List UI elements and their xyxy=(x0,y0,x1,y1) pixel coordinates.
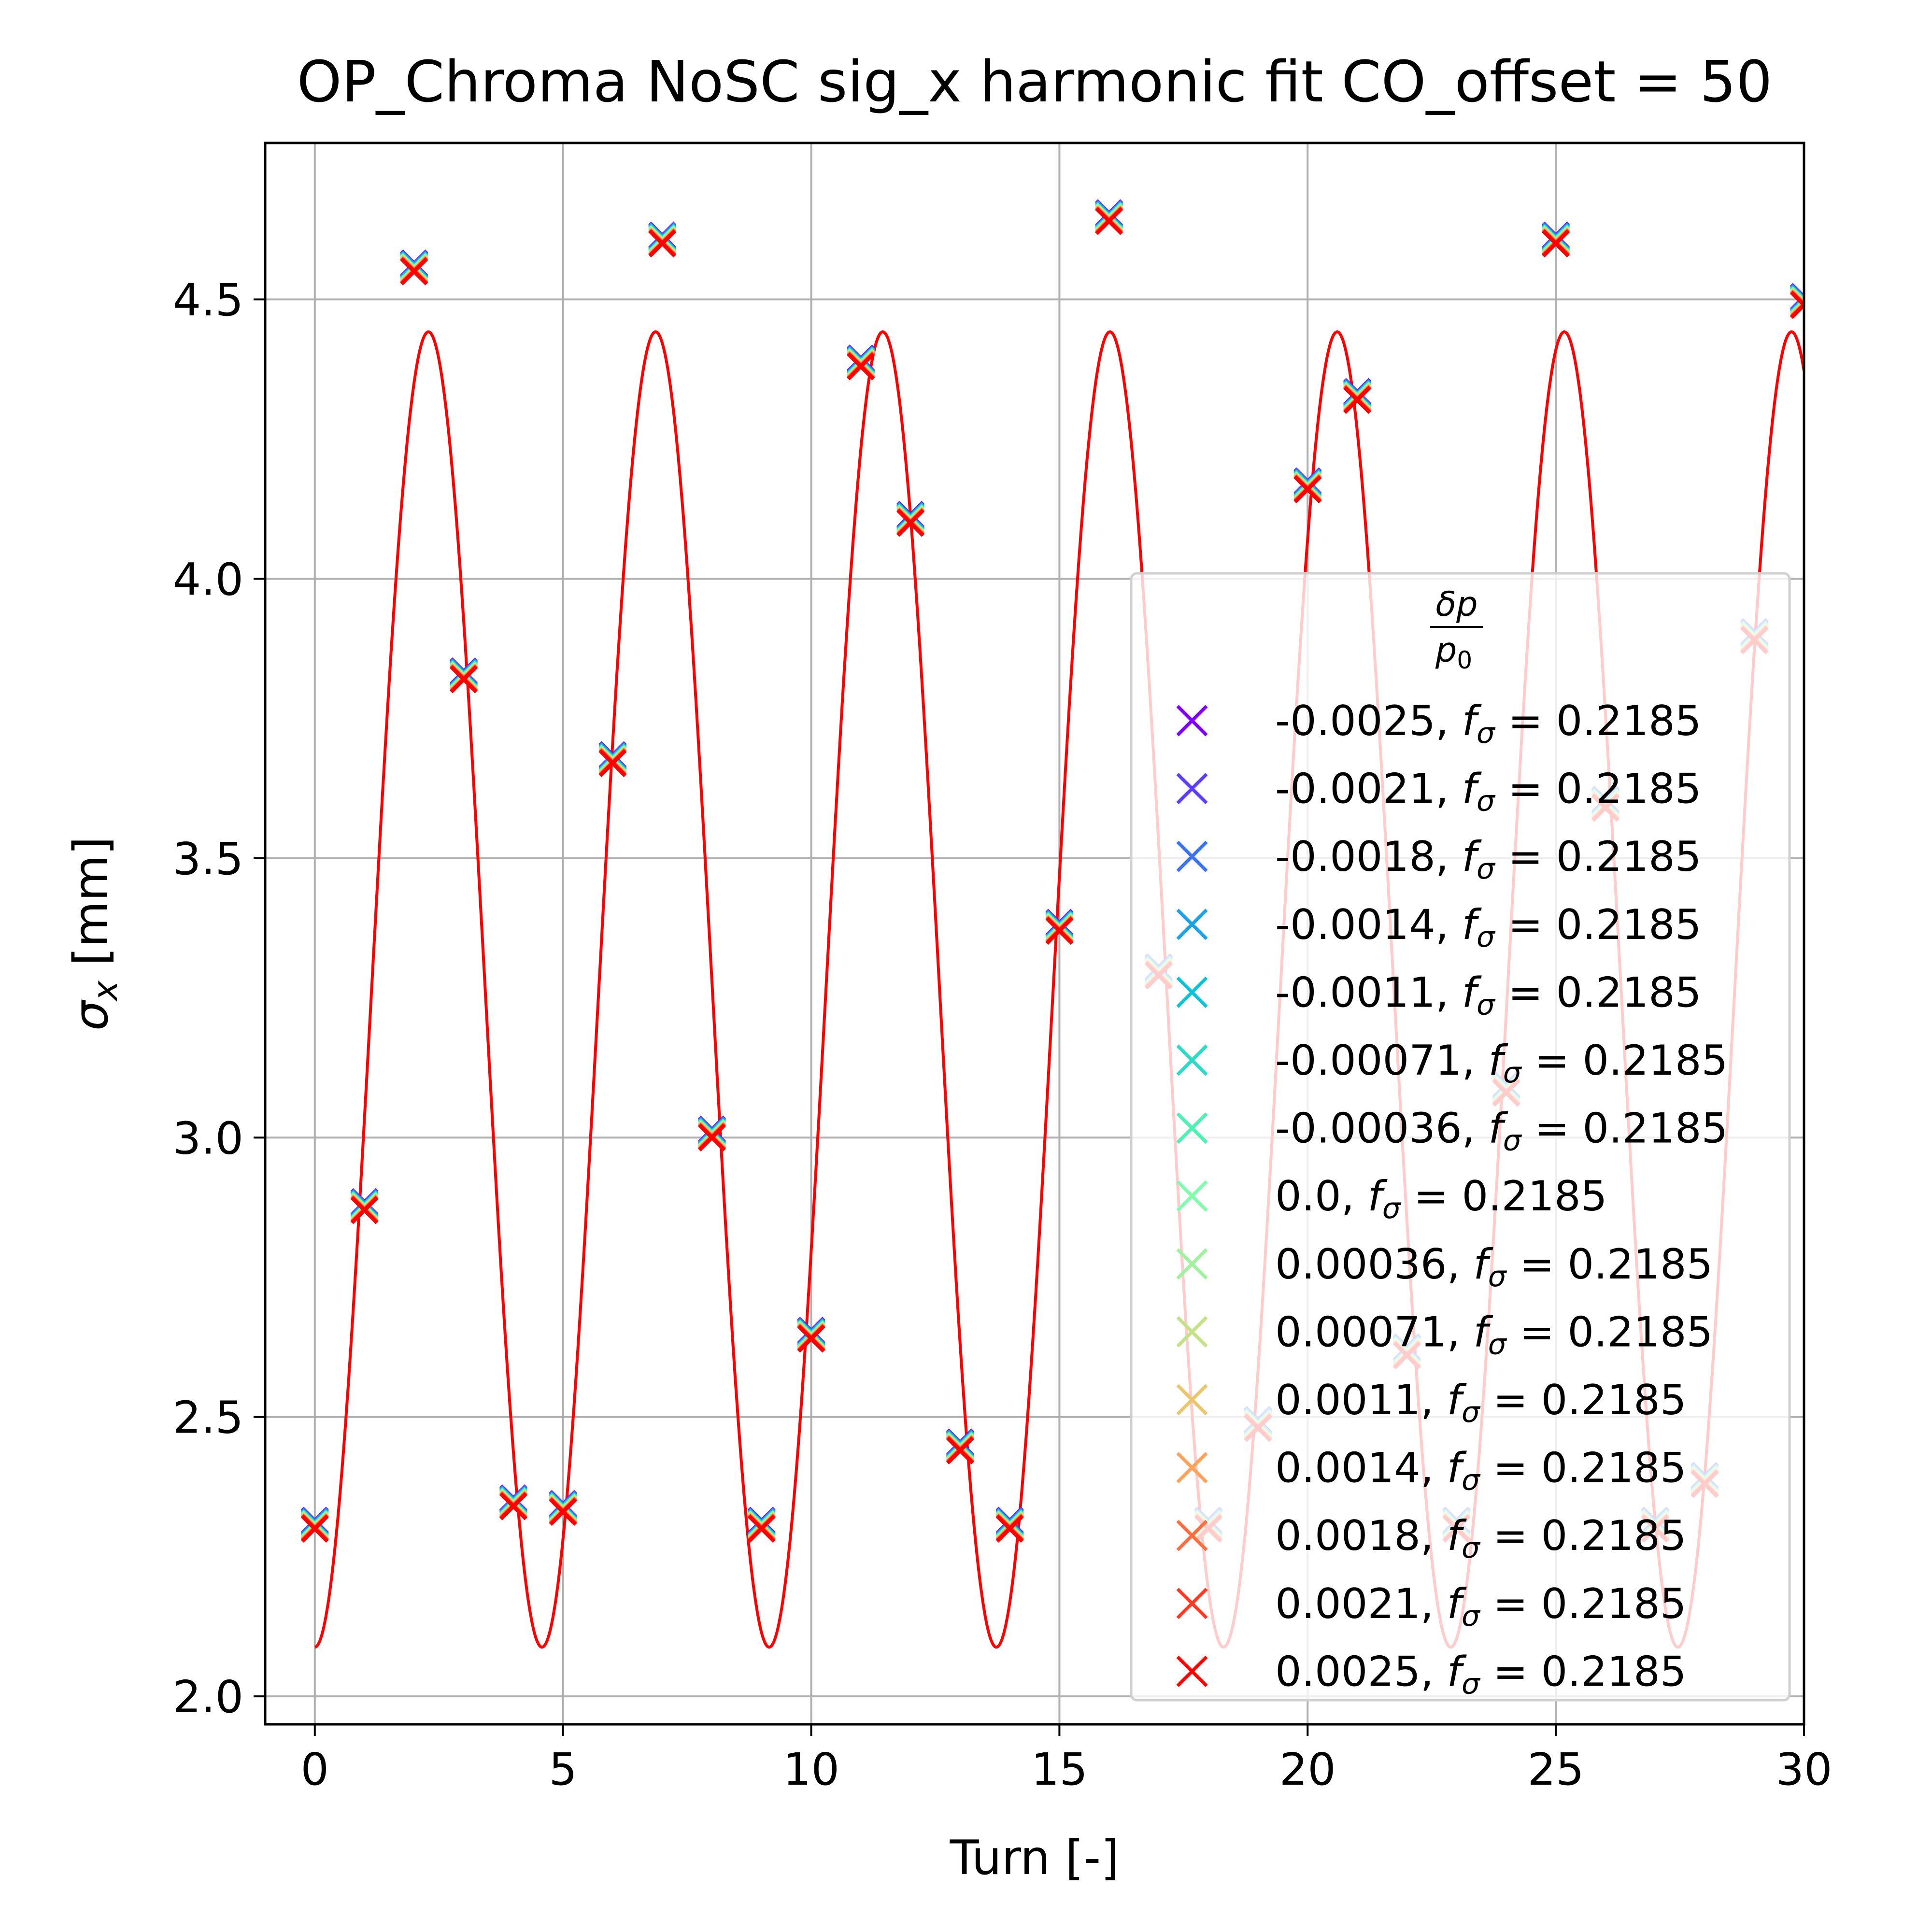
legend-label: 0.0018, fσ = 0.2185 xyxy=(1275,1512,1687,1565)
y-axis-label: σx [mm] xyxy=(64,837,125,1031)
legend-label: -0.0011, fσ = 0.2185 xyxy=(1275,968,1702,1022)
x-tick-label: 15 xyxy=(1031,1744,1088,1795)
y-tick-label: 4.5 xyxy=(173,274,243,326)
legend-title-numerator: δp xyxy=(1435,584,1477,624)
x-tick-label: 30 xyxy=(1776,1744,1832,1795)
data-point xyxy=(450,665,478,694)
axis-ticks: 0 5 10 15 20 25 30 2.0 2.5 3.0 3.5 4.0 4.5 xyxy=(173,274,1833,1795)
legend-label: 0.0, fσ = 0.2185 xyxy=(1275,1172,1607,1225)
y-tick-label: 2.0 xyxy=(173,1671,243,1723)
legend-marker xyxy=(1176,1112,1208,1144)
legend-label: 0.00036, fσ = 0.2185 xyxy=(1275,1240,1713,1293)
legend-label: -0.0014, fσ = 0.2185 xyxy=(1275,901,1702,954)
legend-marker xyxy=(1176,1655,1208,1687)
legend-marker xyxy=(1176,1520,1208,1551)
data-point xyxy=(400,257,428,285)
y-axis-label-symbol: σ xyxy=(64,999,119,1031)
legend-marker xyxy=(1176,1316,1208,1348)
legend-label: 0.0025, fσ = 0.2185 xyxy=(1275,1648,1687,1701)
data-point xyxy=(797,1324,825,1353)
data-point xyxy=(896,509,924,537)
legend-marker xyxy=(1176,705,1208,737)
plot-frame xyxy=(264,142,1805,1726)
legend-label: -0.00036, fσ = 0.2185 xyxy=(1275,1105,1728,1158)
legend-box xyxy=(1130,572,1791,1702)
y-axis-label-subscript: x xyxy=(85,980,125,1002)
legend-marker xyxy=(1176,909,1208,940)
legend-label: -0.0025, fσ = 0.2185 xyxy=(1275,697,1702,750)
legend-label: 0.0014, fσ = 0.2185 xyxy=(1275,1444,1687,1497)
data-point xyxy=(1045,917,1074,945)
legend-marker xyxy=(1176,1452,1208,1484)
legend-marker xyxy=(1176,773,1208,805)
data-point xyxy=(747,1515,776,1543)
legend: δp p0 -0.0025, fσ = 0.2185 -0.0021, fσ = 0.… xyxy=(1130,572,1791,1702)
y-tick-label: 2.5 xyxy=(173,1392,243,1444)
legend-label: -0.0021, fσ = 0.2185 xyxy=(1275,765,1702,818)
data-point xyxy=(946,1436,974,1464)
data-point xyxy=(549,1498,577,1526)
data-point xyxy=(698,1123,726,1152)
legend-marker xyxy=(1176,840,1208,872)
data-point xyxy=(1293,475,1322,504)
legend-marker xyxy=(1176,1588,1208,1619)
legend-marker xyxy=(1176,1384,1208,1416)
fit-curve-layer xyxy=(314,330,1804,1649)
x-tick-label: 20 xyxy=(1279,1744,1336,1795)
legend-label: -0.00071, fσ = 0.2185 xyxy=(1275,1037,1728,1090)
legend-marker xyxy=(1176,976,1208,1008)
legend-marker xyxy=(1176,1248,1208,1280)
data-point xyxy=(648,229,677,258)
x-axis-label: Turn [-] xyxy=(950,1831,1120,1886)
y-tick-label: 4.0 xyxy=(173,554,243,605)
y-tick-label: 3.0 xyxy=(173,1112,243,1164)
x-tick-label: 10 xyxy=(783,1744,839,1795)
legend-label: 0.00071, fσ = 0.2185 xyxy=(1275,1308,1713,1361)
y-axis-label-unit: [mm] xyxy=(64,837,119,981)
fit-curve xyxy=(314,330,1804,1649)
data-point xyxy=(1542,229,1570,258)
legend-title-denominator: p0 xyxy=(1435,630,1472,674)
data-point xyxy=(1095,207,1123,235)
data-point xyxy=(350,1196,379,1224)
x-tick-label: 0 xyxy=(301,1744,329,1795)
y-tick-label: 3.5 xyxy=(173,833,243,885)
x-tick-label: 25 xyxy=(1528,1744,1584,1795)
legend-label: 0.0021, fσ = 0.2185 xyxy=(1275,1580,1687,1633)
data-point xyxy=(499,1492,527,1520)
data-point xyxy=(598,749,627,777)
legend-label: -0.0018, fσ = 0.2185 xyxy=(1275,833,1702,886)
data-point xyxy=(995,1515,1024,1543)
data-point xyxy=(847,352,875,381)
data-point xyxy=(1790,291,1804,319)
data-point xyxy=(1343,386,1371,414)
legend-label: 0.0011, fσ = 0.2185 xyxy=(1275,1376,1687,1429)
legend-marker xyxy=(1176,1180,1208,1212)
legend-marker xyxy=(1176,1044,1208,1076)
x-tick-label: 5 xyxy=(549,1744,577,1795)
data-point xyxy=(300,1515,329,1543)
chart-title: OP_Chroma NoSC sig_x harmonic fit CO_off… xyxy=(297,48,1773,115)
